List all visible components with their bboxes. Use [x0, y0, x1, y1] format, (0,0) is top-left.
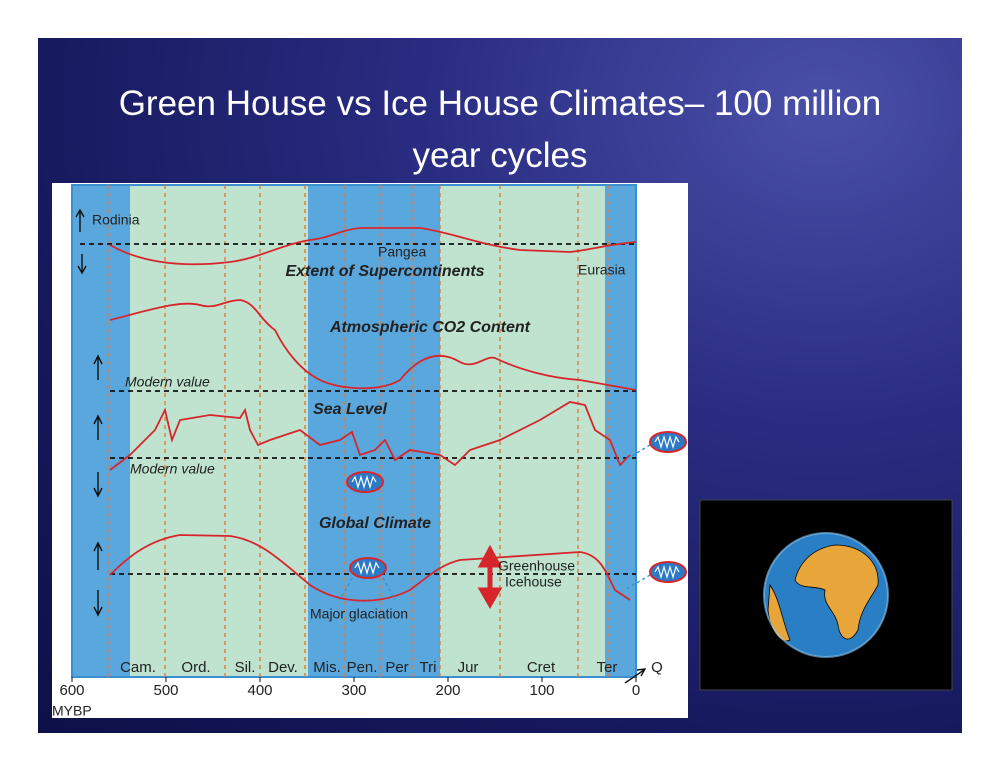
bands: [71, 184, 637, 678]
period-label: Pen.: [347, 659, 378, 676]
annotation: Modern value: [125, 374, 210, 390]
x-tick-label: 100: [529, 682, 554, 699]
arrows: [75, 208, 647, 684]
glaciation-markers: [339, 431, 687, 601]
x-axis-label: MYBP: [52, 703, 92, 719]
period-label: Ter: [597, 659, 618, 676]
period-boundaries: [107, 185, 609, 677]
period-label: Cret: [527, 659, 556, 676]
x-tick-label: 200: [435, 682, 460, 699]
period-label: Tri: [420, 659, 437, 676]
annotation: Sea Level: [313, 401, 387, 418]
period-label: Sil.: [235, 659, 256, 676]
annotation: Pangea: [378, 244, 426, 260]
annotation: Rodinia: [92, 212, 140, 228]
annotation: Icehouse: [505, 574, 562, 590]
annotation: Eurasia: [578, 262, 626, 278]
period-label: Dev.: [268, 659, 298, 676]
period-label: Q: [651, 659, 663, 676]
annotation: Extent of Supercontinents: [285, 263, 484, 280]
period-label: Cam.: [120, 659, 156, 676]
period-label: Ord.: [181, 659, 210, 676]
annotation: Atmospheric CO2 Content: [329, 319, 531, 336]
period-label: Jur: [458, 659, 479, 676]
annotation: Modern value: [130, 461, 215, 477]
slide-title: Green House vs Ice House Climates– 100 m…: [118, 84, 882, 175]
x-tick-label: 600: [59, 682, 84, 699]
period-label: Per: [385, 659, 408, 676]
x-tick-label: 500: [153, 682, 178, 699]
annotation: Major glaciation: [310, 606, 408, 622]
annotation: Greenhouse: [498, 558, 575, 574]
x-tick-label: 400: [247, 682, 272, 699]
globe-picture: [699, 499, 953, 691]
x-tick-label: 300: [341, 682, 366, 699]
curves: [109, 227, 637, 602]
x-tick-label: 0: [632, 682, 640, 699]
annotation: Global Climate: [319, 515, 431, 532]
period-label: Mis.: [313, 659, 341, 676]
